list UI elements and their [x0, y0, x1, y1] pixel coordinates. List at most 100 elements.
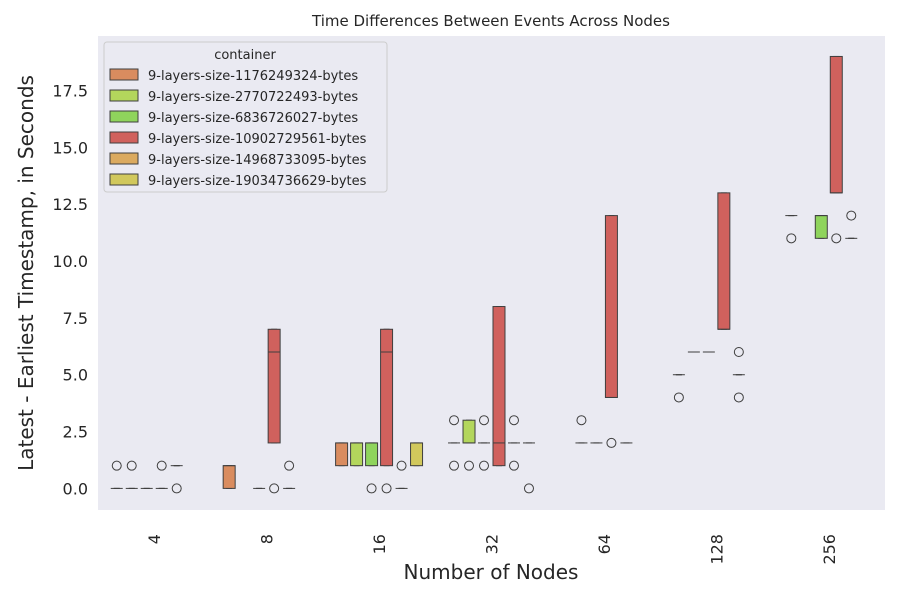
legend-swatch	[109, 173, 139, 186]
box-32-1	[462, 419, 476, 471]
box-256-3	[829, 55, 843, 244]
legend-entry-label: 9-layers-size-6836726027-bytes	[148, 111, 358, 126]
outlier-point	[508, 415, 519, 426]
y-tick-label: 17.5	[52, 82, 88, 101]
box-body	[350, 442, 364, 467]
y-tick-label: 2.5	[63, 423, 88, 442]
x-tick-label: 32	[483, 534, 502, 554]
box-128-0	[672, 374, 685, 403]
box-body	[604, 215, 618, 398]
legend-swatch	[109, 152, 139, 165]
box-16-1	[350, 442, 364, 467]
box-4-0	[110, 460, 123, 489]
outlier-point	[464, 460, 475, 471]
legend-entry-label: 9-layers-size-14968733095-bytes	[148, 153, 367, 168]
x-tick-label: 4	[145, 534, 164, 544]
legend-title: container	[214, 48, 276, 63]
legend-swatch	[109, 131, 139, 144]
outlier-point	[606, 437, 617, 448]
legend-swatch	[109, 110, 139, 123]
box-64-3	[604, 215, 618, 448]
box-4-4	[170, 465, 183, 494]
box-8-4	[283, 460, 296, 489]
box-body	[380, 328, 394, 467]
x-tick-label: 64	[595, 534, 614, 554]
x-axis-label: Number of Nodes	[404, 560, 579, 584]
y-tick-label: 15.0	[52, 138, 88, 157]
outlier-point	[171, 483, 182, 494]
box-16-2	[365, 442, 379, 494]
outlier-point	[449, 460, 460, 471]
outlier-point	[396, 460, 407, 471]
y-tick-label: 7.5	[63, 309, 88, 328]
box-32-4	[507, 415, 520, 471]
y-tick-label: 10.0	[52, 252, 88, 271]
outlier-point	[479, 415, 490, 426]
box-body	[267, 328, 281, 444]
legend-entry-label: 9-layers-size-10902729561-bytes	[148, 132, 367, 147]
outlier-point	[508, 460, 519, 471]
box-256-4	[845, 210, 858, 239]
box-16-0	[335, 442, 349, 467]
x-tick-label: 128	[707, 534, 726, 565]
box-4-1	[125, 460, 138, 489]
boxes-layer	[110, 55, 858, 494]
chart-title: Time Differences Between Events Across N…	[311, 12, 670, 30]
box-body	[462, 419, 476, 444]
box-8-0	[222, 465, 236, 489]
outlier-point	[733, 347, 744, 357]
legend-frame	[103, 41, 388, 193]
legend-entry-label: 9-layers-size-2770722493-bytes	[148, 90, 358, 105]
box-body	[814, 215, 828, 239]
box-body	[492, 306, 506, 467]
box-body	[410, 442, 424, 467]
box-4-3	[155, 460, 168, 489]
box-128-3	[717, 192, 731, 330]
outlier-point	[111, 460, 122, 471]
box-256-2	[814, 215, 828, 239]
legend-swatch	[109, 89, 139, 102]
outlier-point	[449, 415, 460, 426]
legend-items: 9-layers-size-1176249324-bytes 9-layers-s…	[109, 68, 367, 189]
outlier-point	[366, 483, 377, 494]
box-32-5	[522, 442, 535, 494]
legend: container 9-layers-size-1176249324-bytes…	[103, 41, 388, 193]
outlier-point	[846, 210, 857, 221]
outlier-point	[733, 392, 744, 403]
outlier-point	[269, 483, 280, 494]
box-16-4	[395, 460, 408, 489]
outlier-point	[673, 392, 684, 403]
box-32-0	[448, 415, 461, 471]
x-tick-label: 256	[820, 534, 839, 565]
legend-entry-label: 9-layers-size-19034736629-bytes	[148, 174, 367, 189]
x-tick-label: 16	[370, 534, 389, 554]
outlier-point	[284, 460, 295, 471]
outlier-point	[786, 233, 797, 244]
legend-swatch	[109, 68, 139, 81]
x-ticks: 4 8 16 32 64 128 256	[145, 534, 839, 565]
box-body	[717, 192, 731, 330]
box-body	[365, 442, 379, 467]
x-tick-label: 8	[258, 534, 277, 544]
outlier-point	[126, 460, 137, 471]
box-body	[222, 465, 236, 489]
box-32-2	[478, 415, 491, 471]
box-16-5	[410, 442, 424, 467]
outlier-point	[523, 483, 534, 494]
box-16-3	[380, 328, 394, 494]
outlier-point	[831, 233, 842, 244]
box-body	[335, 442, 349, 467]
box-256-0	[785, 215, 798, 244]
outlier-point	[576, 415, 587, 426]
box-64-1	[575, 415, 588, 444]
y-axis-label: Latest - Earliest Timestamp, in Seconds	[14, 75, 38, 471]
legend-entry-label: 9-layers-size-1176249324-bytes	[148, 69, 358, 84]
y-tick-label: 0.0	[63, 479, 88, 498]
y-ticks: 0.0 2.5 5.0 7.5 10.0 12.5 15.0 17.5	[52, 82, 88, 499]
box-128-4	[732, 347, 745, 403]
outlier-point	[156, 460, 167, 471]
box-32-3	[492, 306, 506, 467]
box-body	[829, 55, 843, 194]
y-tick-label: 5.0	[63, 366, 88, 385]
